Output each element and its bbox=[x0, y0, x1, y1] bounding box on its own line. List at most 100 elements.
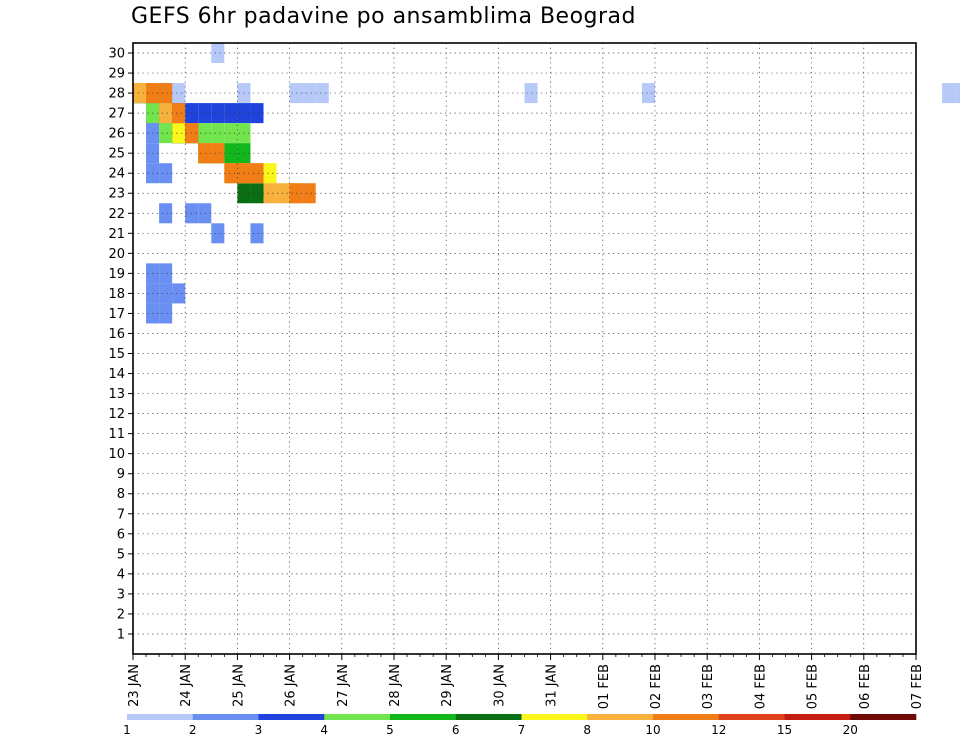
colorbar-label: 1 bbox=[123, 723, 131, 737]
x-tick-label: 31 JAN bbox=[545, 664, 560, 707]
x-tick-label: 04 FEB bbox=[753, 664, 768, 709]
heatmap-cell bbox=[159, 283, 173, 304]
x-tick-label: 28 JAN bbox=[388, 664, 403, 707]
heatmap-cell bbox=[224, 163, 238, 184]
heatmap-cell bbox=[172, 283, 186, 304]
colorbar-label: 6 bbox=[452, 723, 460, 737]
y-tick-label: 19 bbox=[108, 267, 125, 282]
heatmap-cell bbox=[250, 103, 264, 124]
heatmap-cell bbox=[302, 183, 316, 204]
colorbar-swatch bbox=[258, 714, 325, 720]
colorbar-swatch bbox=[587, 714, 654, 720]
colorbar-label: 7 bbox=[518, 723, 526, 737]
y-tick-label: 2 bbox=[117, 607, 125, 622]
x-tick-label: 25 JAN bbox=[231, 664, 246, 707]
y-tick-label: 5 bbox=[117, 547, 125, 562]
colorbar-label: 5 bbox=[386, 723, 394, 737]
heatmap-cell bbox=[641, 83, 655, 104]
heatmap-cell bbox=[198, 143, 212, 164]
heatmap-cell bbox=[224, 143, 238, 164]
heatmap-cell bbox=[955, 83, 960, 104]
colorbar-label: 20 bbox=[843, 723, 858, 737]
heatmap-cell bbox=[159, 83, 173, 104]
y-tick-label: 6 bbox=[117, 527, 125, 542]
y-tick-label: 18 bbox=[108, 287, 125, 302]
heatmap-cell bbox=[159, 303, 173, 324]
y-tick-label: 22 bbox=[108, 207, 125, 222]
heatmap-cell bbox=[315, 83, 329, 104]
x-tick-label: 07 FEB bbox=[910, 664, 925, 709]
colorbar-label: 8 bbox=[583, 723, 591, 737]
heatmap-cell bbox=[198, 103, 212, 124]
heatmap-cell bbox=[250, 183, 264, 204]
colorbar-swatch bbox=[850, 714, 917, 720]
x-tick-label: 29 JAN bbox=[440, 664, 455, 707]
heatmap-cell bbox=[224, 103, 238, 124]
heatmap-cell bbox=[172, 83, 186, 104]
heatmap-cell bbox=[289, 83, 303, 104]
colorbar-label: 4 bbox=[320, 723, 328, 737]
y-tick-label: 26 bbox=[108, 127, 125, 142]
heatmap-cell bbox=[224, 123, 238, 144]
y-tick-label: 14 bbox=[108, 367, 125, 382]
y-tick-label: 13 bbox=[108, 387, 125, 402]
colorbar-swatch bbox=[192, 714, 259, 720]
y-tick-label: 4 bbox=[117, 567, 125, 582]
y-tick-label: 11 bbox=[108, 427, 125, 442]
y-tick-label: 23 bbox=[108, 187, 125, 202]
y-tick-label: 27 bbox=[108, 107, 125, 122]
heatmap-cell bbox=[172, 103, 186, 124]
y-tick-label: 10 bbox=[108, 447, 125, 462]
chart-title: GEFS 6hr padavine po ansamblima Beograd bbox=[131, 4, 637, 29]
colorbar-swatch bbox=[324, 714, 391, 720]
heatmap-cell bbox=[159, 163, 173, 184]
y-tick-label: 9 bbox=[117, 467, 125, 482]
y-tick-label: 15 bbox=[108, 347, 125, 362]
colorbar-swatch bbox=[521, 714, 588, 720]
heatmap-cell bbox=[159, 123, 173, 144]
colorbar-label: 2 bbox=[189, 723, 197, 737]
colorbar-label: 10 bbox=[645, 723, 660, 737]
x-tick-label: 02 FEB bbox=[649, 664, 664, 709]
heatmap-cell bbox=[211, 123, 225, 144]
y-tick-label: 24 bbox=[108, 167, 125, 182]
x-tick-label: 27 JAN bbox=[336, 664, 351, 707]
colorbar-swatch bbox=[390, 714, 457, 720]
colorbar-swatch bbox=[653, 714, 720, 720]
heatmap-cell bbox=[159, 103, 173, 124]
heatmap-cell bbox=[211, 223, 225, 244]
x-tick-label: 23 JAN bbox=[127, 664, 142, 707]
colorbar-swatch bbox=[127, 714, 194, 720]
y-tick-label: 30 bbox=[108, 47, 125, 62]
x-tick-label: 01 FEB bbox=[597, 664, 612, 709]
x-tick-label: 06 FEB bbox=[858, 664, 873, 709]
colorbar-label: 15 bbox=[777, 723, 792, 737]
heatmap-cell bbox=[211, 143, 225, 164]
heatmap-cell bbox=[302, 83, 316, 104]
y-tick-label: 12 bbox=[108, 407, 125, 422]
colorbar-label: 3 bbox=[255, 723, 263, 737]
x-tick-label: 24 JAN bbox=[179, 664, 194, 707]
x-tick-label: 26 JAN bbox=[284, 664, 299, 707]
heatmap-cell bbox=[263, 183, 277, 204]
heatmap-cell bbox=[172, 123, 186, 144]
colorbar-label: 12 bbox=[711, 723, 726, 737]
y-tick-label: 16 bbox=[108, 327, 125, 342]
x-tick-label: 30 JAN bbox=[492, 664, 507, 707]
heatmap-cell bbox=[159, 263, 173, 284]
heatmap-cell bbox=[250, 163, 264, 184]
heatmap-cell bbox=[198, 123, 212, 144]
y-tick-label: 3 bbox=[117, 587, 125, 602]
heatmap-cell bbox=[211, 103, 225, 124]
x-tick-label: 03 FEB bbox=[701, 664, 716, 709]
heatmap-cell bbox=[289, 183, 303, 204]
heatmap-cell bbox=[211, 43, 225, 64]
y-tick-label: 8 bbox=[117, 487, 125, 502]
y-tick-label: 29 bbox=[108, 67, 125, 82]
x-tick-label: 05 FEB bbox=[806, 664, 821, 709]
heatmap-cell bbox=[942, 83, 956, 104]
heatmap-cell bbox=[276, 183, 290, 204]
heatmap-cell bbox=[250, 223, 264, 244]
y-tick-label: 20 bbox=[108, 247, 125, 262]
